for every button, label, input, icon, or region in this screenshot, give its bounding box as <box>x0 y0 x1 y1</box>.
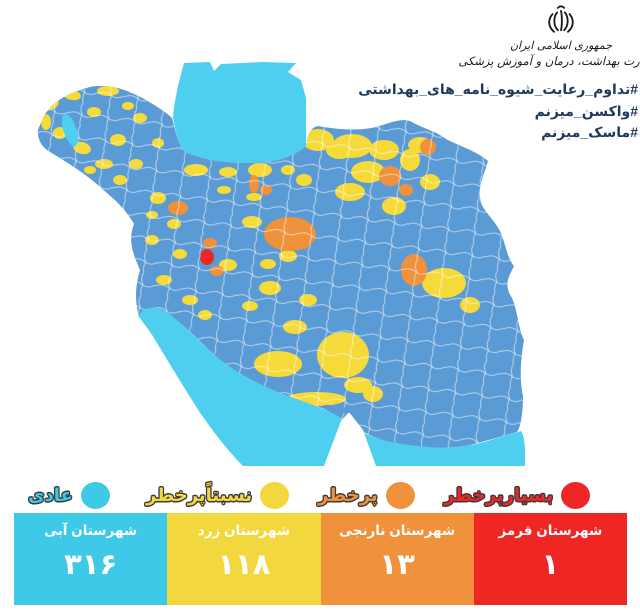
legend-label-very-high-risk: بسیارپرخطر <box>444 484 554 505</box>
stat-box-orange: شهرستان نارنجی ۱۳ <box>320 513 474 605</box>
legend-item-very-high-risk: بسیارپرخطر <box>444 479 591 511</box>
legend-label-normal: عادی <box>28 484 73 505</box>
stat-box-blue: شهرستان آبی ۳۱۶ <box>14 513 168 605</box>
qeshm-island <box>322 404 352 414</box>
hashtag-health-protocols: #تداوم_رعایت_شیوه_نامه_های_بهداشتی <box>358 81 638 97</box>
stat-value-yellow: ۱۱۸ <box>217 549 271 581</box>
legend-label-high-risk: پرخطر <box>318 484 378 505</box>
org-name-line2: وزارت بهداشت، درمان و آموزش پزشکی <box>458 54 640 68</box>
stat-box-yellow: شهرستان زرد ۱۱۸ <box>167 513 321 605</box>
stat-label-orange: شهرستان نارنجی <box>339 523 456 538</box>
stat-label-yellow: شهرستان زرد <box>197 523 290 538</box>
stat-label-blue: شهرستان آبی <box>44 523 138 538</box>
persian-gulf <box>138 307 525 466</box>
iran-emblem-icon <box>548 5 574 33</box>
government-header: جمهوری اسلامی ایران وزارت بهداشت، درمان … <box>458 4 640 68</box>
legend-circle-relatively-high-risk-icon <box>260 481 290 509</box>
legend-item-relatively-high-risk: نسبتاًپرخطر <box>146 479 290 511</box>
stat-label-red: شهرستان قرمز <box>498 523 603 538</box>
lake-urmia <box>61 113 79 147</box>
hashtag-vaccine: #واکسن_میزنم <box>534 102 638 119</box>
legend-item-normal: عادی <box>28 479 110 511</box>
county-count-boxes: شهرستان قرمز ۱ شهرستان نارنجی ۱۳ شهرستان… <box>14 513 627 605</box>
stat-value-orange: ۱۳ <box>379 549 415 581</box>
legend-item-high-risk: پرخطر <box>318 479 415 511</box>
stat-box-red: شهرستان قرمز ۱ <box>473 513 627 605</box>
caspian-sea <box>173 62 306 163</box>
stat-value-red: ۱ <box>541 549 560 581</box>
stat-value-blue: ۳۱۶ <box>64 549 118 581</box>
legend-circle-high-risk-icon <box>385 481 415 509</box>
hashtag-mask: #ماسک_میزنم <box>541 124 638 140</box>
hashtag-block: #تداوم_رعایت_شیوه_نامه_های_بهداشتی #واکس… <box>358 79 638 144</box>
legend-circle-normal-icon <box>80 481 110 509</box>
org-name-line1: جمهوری اسلامی ایران <box>509 39 613 52</box>
legend-label-relatively-high-risk: نسبتاًپرخطر <box>146 484 253 505</box>
legend-circle-very-high-risk-icon <box>561 481 591 509</box>
musandam-peninsula <box>324 412 376 466</box>
